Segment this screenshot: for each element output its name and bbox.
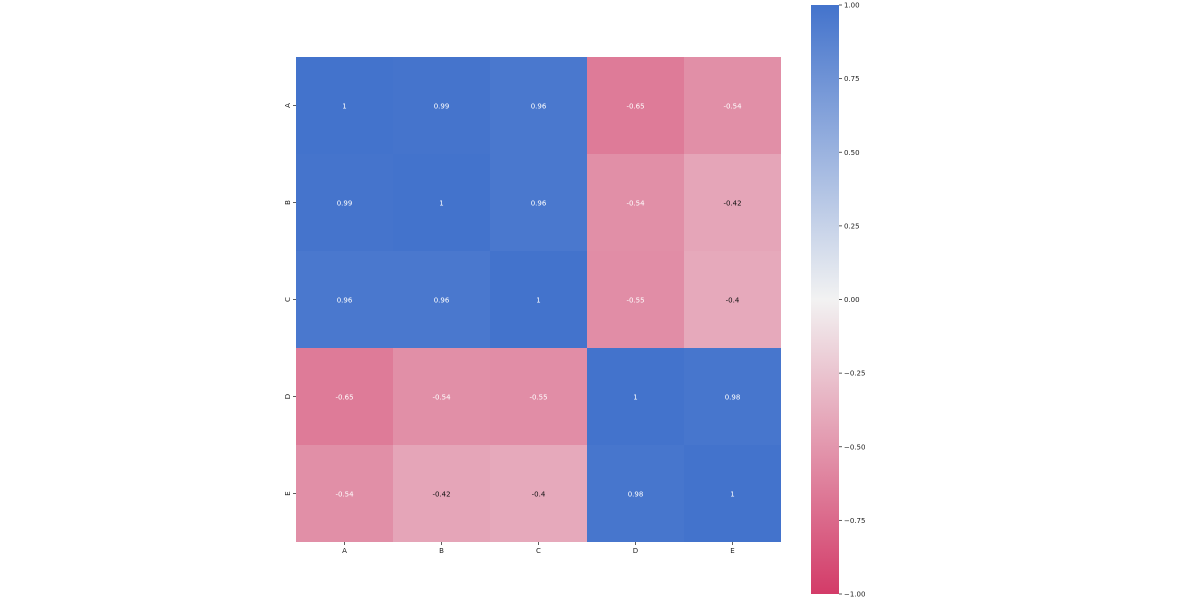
cell-value-label: 0.96 xyxy=(434,297,450,305)
cell-value-label: -0.42 xyxy=(432,491,450,499)
cell-value-label: -0.4 xyxy=(532,491,546,499)
heatmap-cell xyxy=(393,251,490,348)
cell-value-label: 1 xyxy=(633,394,637,402)
heatmap-cell xyxy=(587,154,684,251)
colorbar: 1.00 0.75 0.50 0.25 0.00 −0.25 −0.50 −0.75 −1.00 xyxy=(811,2,865,599)
x-tick-label: C xyxy=(536,547,541,555)
heatmap-cell xyxy=(296,57,393,154)
heatmap-cell xyxy=(684,348,781,445)
colorbar-tick-label: 0.50 xyxy=(844,149,860,157)
heatmap-cell xyxy=(296,445,393,542)
cell-value-label: -0.65 xyxy=(335,394,353,402)
heatmap-grid: 1 0.99 0.96 -0.65 -0.54 0.99 1 0.96 -0.54 -0.42 0.… xyxy=(296,57,781,542)
y-tick-label: A xyxy=(284,103,292,108)
y-tick-label: B xyxy=(284,200,292,205)
cell-value-label: 0.99 xyxy=(434,103,450,111)
heatmap-cell xyxy=(684,251,781,348)
cell-value-label: -0.65 xyxy=(626,103,644,111)
heatmap-cell xyxy=(296,154,393,251)
x-axis: A B C D E xyxy=(342,542,735,555)
x-tick-label: B xyxy=(439,547,444,555)
y-axis: A B C D E xyxy=(284,103,296,496)
x-tick-label: A xyxy=(342,547,347,555)
cell-value-label: 1 xyxy=(730,491,734,499)
heatmap-cell xyxy=(587,251,684,348)
heatmap-cell xyxy=(393,57,490,154)
heatmap-cell xyxy=(684,57,781,154)
cell-value-label: -0.42 xyxy=(723,200,741,208)
heatmap-cell xyxy=(296,251,393,348)
cell-value-label: -0.55 xyxy=(626,297,644,305)
cell-value-label: 0.98 xyxy=(725,394,741,402)
colorbar-gradient xyxy=(811,5,839,594)
cell-value-label: 0.98 xyxy=(628,491,644,499)
x-tick-label: D xyxy=(633,547,638,555)
cell-value-label: -0.54 xyxy=(626,200,645,208)
heatmap-cell xyxy=(393,445,490,542)
colorbar-tick-label: −0.75 xyxy=(844,517,865,525)
heatmap-cell xyxy=(393,154,490,251)
heatmap-cell xyxy=(587,445,684,542)
cell-value-label: 0.96 xyxy=(337,297,353,305)
colorbar-tick-label: 0.75 xyxy=(844,75,860,83)
y-tick-label: C xyxy=(284,297,292,302)
colorbar-ticks: 1.00 0.75 0.50 0.25 0.00 −0.25 −0.50 −0.75 −1.00 xyxy=(839,2,865,599)
cell-value-label: 1 xyxy=(439,200,443,208)
y-tick-label: D xyxy=(284,394,292,399)
cell-value-label: 1 xyxy=(342,103,346,111)
heatmap-cell xyxy=(296,348,393,445)
cell-value-label: -0.54 xyxy=(432,394,451,402)
heatmap-cell xyxy=(587,348,684,445)
colorbar-tick-label: 1.00 xyxy=(844,2,860,10)
cell-value-label: -0.55 xyxy=(529,394,547,402)
x-tick-label: E xyxy=(730,547,734,555)
cell-value-label: 0.96 xyxy=(531,103,547,111)
heatmap-cell xyxy=(490,251,587,348)
cell-value-label: 0.96 xyxy=(531,200,547,208)
heatmap-cell xyxy=(684,154,781,251)
cell-value-label: 0.99 xyxy=(337,200,353,208)
cell-value-label: -0.4 xyxy=(726,297,740,305)
colorbar-tick-label: 0.00 xyxy=(844,296,860,304)
heatmap-cell xyxy=(393,348,490,445)
heatmap-cell xyxy=(490,154,587,251)
colorbar-tick-label: 0.25 xyxy=(844,222,860,230)
cell-value-label: 1 xyxy=(536,297,540,305)
heatmap-cell xyxy=(490,57,587,154)
heatmap-cell xyxy=(684,445,781,542)
heatmap-cell xyxy=(490,348,587,445)
colorbar-tick-label: −0.50 xyxy=(844,443,865,451)
heatmap-cell xyxy=(490,445,587,542)
cell-value-label: -0.54 xyxy=(335,491,354,499)
y-tick-label: E xyxy=(284,491,292,495)
heatmap-cell xyxy=(587,57,684,154)
colorbar-tick-label: −0.25 xyxy=(844,370,865,378)
colorbar-tick-label: −1.00 xyxy=(844,591,865,599)
cell-value-label: -0.54 xyxy=(723,103,742,111)
